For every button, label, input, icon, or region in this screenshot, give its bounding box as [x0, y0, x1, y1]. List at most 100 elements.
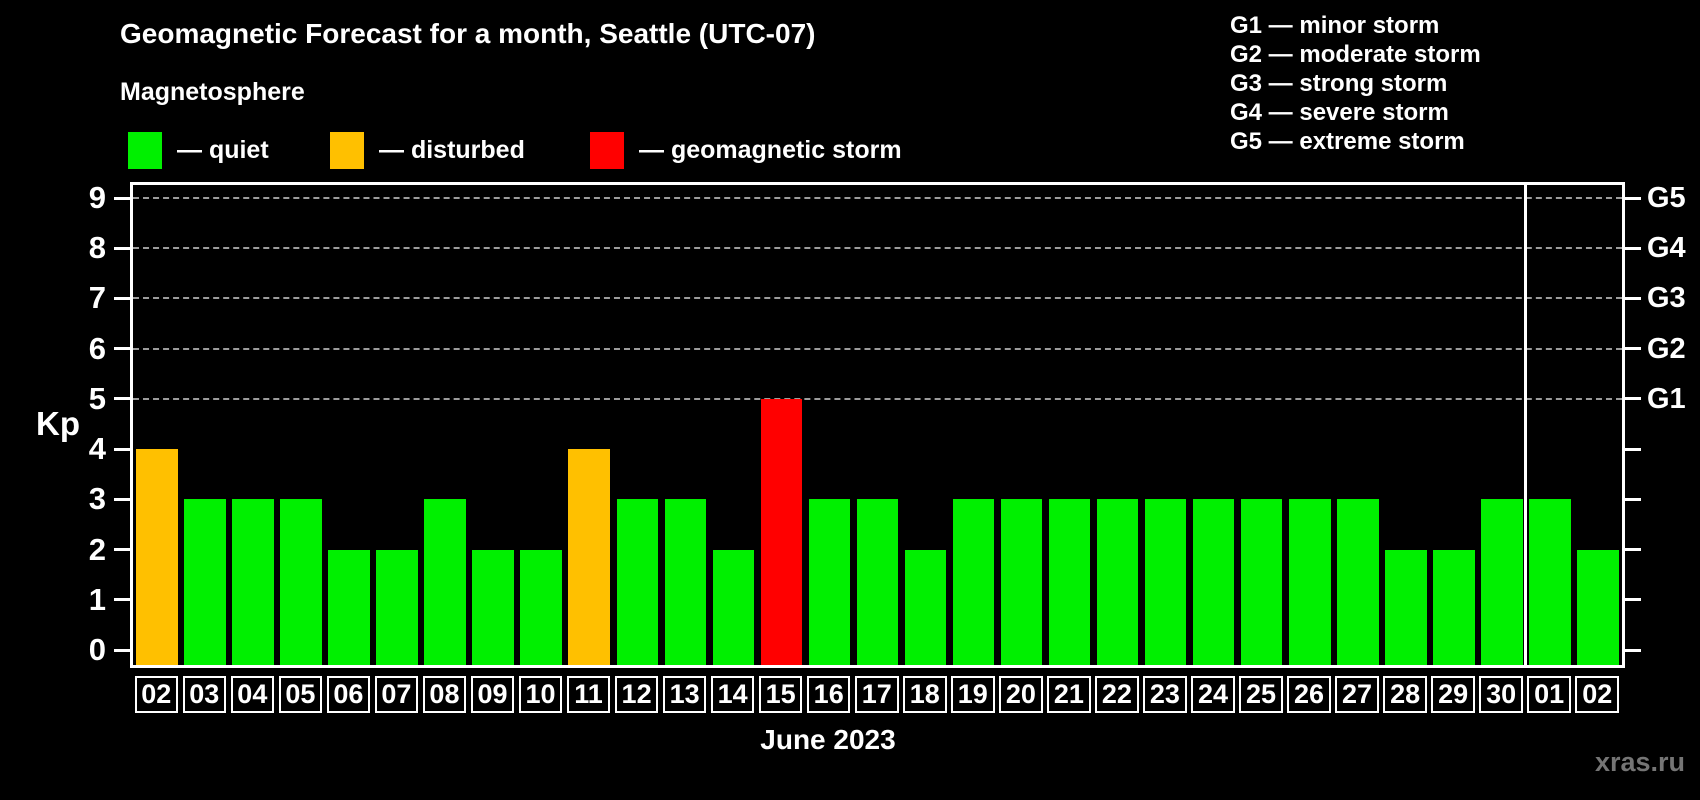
y-axis-label-9: 9 [88, 180, 106, 216]
left-tick-7 [114, 296, 131, 300]
g-scale-label-G2: G2 [1647, 332, 1686, 365]
day-label-28: 28 [1383, 676, 1427, 713]
kp-bar-day-21 [1048, 499, 1091, 665]
kp-bar-day-27 [1337, 499, 1379, 665]
right-tick-8 [1624, 246, 1641, 250]
kp-bar-day-28 [1385, 549, 1427, 665]
day-label-20: 20 [999, 676, 1043, 713]
right-tick-9 [1624, 196, 1641, 200]
y-axis-label-6: 6 [88, 330, 106, 366]
day-label-11: 11 [566, 676, 611, 713]
kp-bar-day-22 [1096, 499, 1139, 665]
day-label-30: 30 [1479, 676, 1523, 713]
legend-label-disturbed: — disturbed [379, 135, 525, 164]
day-label-09: 09 [470, 676, 515, 713]
kp-bar-day-23 [1144, 499, 1187, 665]
kp-bar-day-16 [808, 499, 851, 665]
y-axis-label-5: 5 [88, 380, 106, 416]
kp-bar-day-05 [280, 499, 322, 665]
storm-scale-item-g3: G3 — strong storm [1230, 70, 1448, 97]
kp-bar-day-17 [856, 499, 899, 665]
left-tick-0 [114, 648, 131, 652]
storm-scale-item-g4: G4 — severe storm [1230, 99, 1449, 126]
kp-bar-day-06 [328, 549, 370, 665]
right-tick-5 [1624, 397, 1641, 401]
legend-item-disturbed: — disturbed [330, 131, 525, 169]
day-label-04: 04 [230, 676, 275, 713]
kp-bar-day-13 [664, 499, 707, 665]
day-label-24: 24 [1191, 676, 1235, 713]
plot-area [130, 182, 1625, 668]
day-label-07: 07 [374, 676, 419, 713]
gridline-6 [133, 347, 1622, 350]
legend-item-storm: — geomagnetic storm [590, 131, 902, 169]
y-axis-label-4: 4 [88, 431, 106, 467]
kp-bar-day-07 [376, 549, 418, 665]
watermark: xras.ru [1594, 747, 1685, 777]
day-label-12: 12 [614, 676, 659, 713]
left-tick-3 [114, 497, 131, 501]
kp-bar-day-08 [424, 499, 466, 665]
day-label-08: 08 [422, 676, 467, 713]
left-tick-2 [114, 548, 131, 552]
gridline-9 [133, 197, 1622, 200]
storm-scale-item-g2: G2 — moderate storm [1230, 41, 1481, 68]
kp-bar-day-24 [1192, 499, 1235, 665]
gridline-5 [133, 397, 1622, 400]
day-label-17: 17 [854, 676, 899, 713]
day-label-10: 10 [518, 676, 563, 713]
y-axis-label-3: 3 [88, 481, 106, 517]
kp-bar-day-09 [472, 549, 514, 665]
kp-bar-day-14 [712, 549, 755, 665]
page-title: Geomagnetic Forecast for a month, Seattl… [120, 18, 816, 49]
day-label-06: 06 [326, 676, 371, 713]
month-separator-line [1524, 185, 1528, 665]
left-tick-4 [114, 447, 131, 451]
day-label-21: 21 [1047, 676, 1091, 713]
kp-bar-day-18 [904, 549, 947, 665]
left-tick-9 [114, 196, 131, 200]
day-label-27: 27 [1335, 676, 1379, 713]
gridline-7 [133, 297, 1622, 300]
left-tick-1 [114, 598, 131, 602]
kp-bar-day-03 [184, 499, 226, 665]
right-tick-3 [1624, 497, 1641, 501]
gridline-8 [133, 247, 1622, 250]
right-tick-4 [1624, 447, 1641, 451]
kp-bar-day-25 [1240, 499, 1283, 665]
quiet-color-swatch [128, 131, 162, 169]
right-tick-6 [1624, 347, 1641, 351]
day-label-15: 15 [758, 676, 803, 713]
g-scale-label-G1: G1 [1647, 382, 1686, 415]
y-axis-label-8: 8 [88, 230, 106, 266]
legend-label-quiet: — quiet [177, 135, 269, 164]
legend-item-quiet: — quiet [128, 131, 269, 169]
storm-scale-legend: G1 — minor storm G2 — moderate storm G3 … [1230, 11, 1481, 156]
y-axis-label-7: 7 [88, 280, 106, 316]
kp-bar-day-01 [1529, 499, 1571, 665]
kp-bar-day-20 [1000, 499, 1043, 665]
left-tick-5 [114, 397, 131, 401]
kp-bar-day-10 [520, 549, 562, 665]
right-tick-2 [1624, 548, 1641, 552]
legend-label-storm: — geomagnetic storm [639, 135, 902, 164]
day-label-02: 02 [134, 676, 179, 713]
right-tick-0 [1624, 648, 1641, 652]
day-label-16: 16 [806, 676, 851, 713]
day-label-01: 01 [1527, 676, 1571, 713]
kp-bar-day-19 [952, 499, 995, 665]
right-tick-1 [1624, 598, 1641, 602]
day-label-19: 19 [951, 676, 995, 713]
kp-bar-day-11 [568, 449, 611, 665]
y-axis-title-kp: Kp [36, 405, 80, 442]
g-scale-label-G3: G3 [1647, 282, 1686, 315]
kp-bar-day-12 [616, 499, 659, 665]
kp-bar-day-04 [232, 499, 274, 665]
day-label-18: 18 [903, 676, 947, 713]
left-tick-8 [114, 246, 131, 250]
g-scale-label-G5: G5 [1647, 182, 1686, 215]
kp-bar-day-26 [1288, 499, 1331, 665]
kp-bar-day-02 [1577, 549, 1619, 665]
left-tick-6 [114, 347, 131, 351]
